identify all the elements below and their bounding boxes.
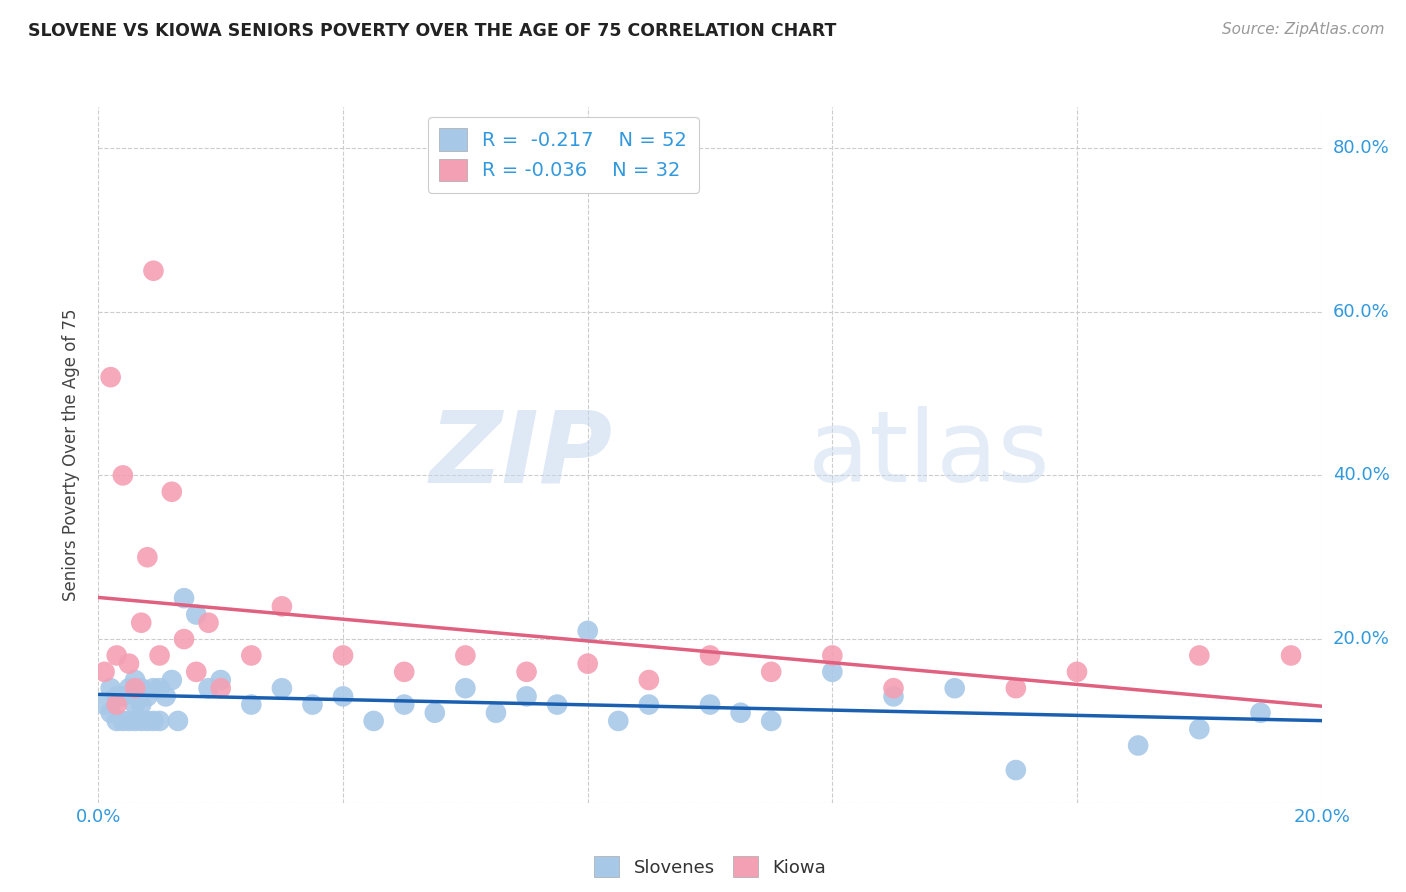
Point bbox=[1128, 739, 1150, 753]
Point bbox=[423, 706, 446, 720]
Point bbox=[105, 690, 128, 704]
Point bbox=[129, 681, 152, 696]
Legend: Slovenes, Kiowa: Slovenes, Kiowa bbox=[586, 849, 834, 884]
Text: 80.0%: 80.0% bbox=[1333, 139, 1389, 157]
Point bbox=[454, 648, 477, 663]
Point bbox=[546, 698, 568, 712]
Point bbox=[105, 714, 128, 728]
Point bbox=[759, 714, 782, 728]
Point bbox=[105, 698, 128, 712]
Point bbox=[1279, 648, 1302, 663]
Point bbox=[454, 681, 477, 696]
Point bbox=[142, 264, 165, 278]
Point bbox=[93, 665, 115, 679]
Text: 60.0%: 60.0% bbox=[1333, 302, 1389, 321]
Point bbox=[100, 370, 122, 384]
Point bbox=[821, 665, 844, 679]
Point bbox=[1066, 665, 1088, 679]
Point bbox=[142, 714, 165, 728]
Point bbox=[209, 681, 232, 696]
Point bbox=[392, 665, 416, 679]
Point bbox=[100, 681, 122, 696]
Point bbox=[516, 665, 538, 679]
Point bbox=[209, 673, 232, 687]
Point bbox=[637, 673, 661, 687]
Point bbox=[363, 714, 385, 728]
Point bbox=[124, 673, 146, 687]
Point bbox=[699, 698, 721, 712]
Point bbox=[124, 698, 146, 712]
Text: atlas: atlas bbox=[808, 407, 1049, 503]
Point bbox=[1004, 681, 1026, 696]
Point bbox=[129, 714, 152, 728]
Point bbox=[270, 599, 292, 614]
Point bbox=[332, 648, 354, 663]
Point bbox=[111, 714, 134, 728]
Point bbox=[301, 698, 323, 712]
Point bbox=[485, 706, 508, 720]
Point bbox=[136, 714, 159, 728]
Point bbox=[160, 484, 183, 499]
Point bbox=[821, 648, 844, 663]
Point bbox=[270, 681, 292, 696]
Point bbox=[1004, 763, 1026, 777]
Point bbox=[1249, 706, 1271, 720]
Point bbox=[699, 648, 721, 663]
Point bbox=[240, 698, 263, 712]
Point bbox=[111, 468, 134, 483]
Point bbox=[197, 681, 219, 696]
Point bbox=[160, 673, 183, 687]
Point bbox=[883, 681, 905, 696]
Point bbox=[93, 698, 115, 712]
Point bbox=[129, 698, 152, 712]
Point bbox=[155, 690, 177, 704]
Point bbox=[142, 681, 165, 696]
Point bbox=[149, 681, 172, 696]
Text: SLOVENE VS KIOWA SENIORS POVERTY OVER THE AGE OF 75 CORRELATION CHART: SLOVENE VS KIOWA SENIORS POVERTY OVER TH… bbox=[28, 22, 837, 40]
Point bbox=[186, 607, 208, 622]
Point bbox=[186, 665, 208, 679]
Point bbox=[516, 690, 538, 704]
Text: Source: ZipAtlas.com: Source: ZipAtlas.com bbox=[1222, 22, 1385, 37]
Point bbox=[100, 706, 122, 720]
Point bbox=[136, 690, 159, 704]
Y-axis label: Seniors Poverty Over the Age of 75: Seniors Poverty Over the Age of 75 bbox=[62, 309, 80, 601]
Point bbox=[105, 648, 128, 663]
Point bbox=[173, 591, 195, 606]
Point bbox=[173, 632, 195, 646]
Point bbox=[149, 648, 172, 663]
Point bbox=[118, 681, 141, 696]
Text: 40.0%: 40.0% bbox=[1333, 467, 1389, 484]
Point bbox=[136, 550, 159, 565]
Point bbox=[240, 648, 263, 663]
Text: ZIP: ZIP bbox=[429, 407, 612, 503]
Point bbox=[129, 615, 152, 630]
Point bbox=[118, 714, 141, 728]
Point bbox=[759, 665, 782, 679]
Point bbox=[124, 714, 146, 728]
Point bbox=[637, 698, 661, 712]
Point bbox=[943, 681, 966, 696]
Point bbox=[1188, 722, 1211, 736]
Point bbox=[111, 690, 134, 704]
Point bbox=[167, 714, 190, 728]
Point bbox=[576, 624, 599, 638]
Point bbox=[730, 706, 752, 720]
Point bbox=[332, 690, 354, 704]
Point bbox=[118, 657, 141, 671]
Point bbox=[883, 690, 905, 704]
Point bbox=[149, 714, 172, 728]
Text: 20.0%: 20.0% bbox=[1333, 630, 1389, 648]
Point bbox=[576, 657, 599, 671]
Point bbox=[392, 698, 416, 712]
Point bbox=[607, 714, 630, 728]
Point bbox=[1188, 648, 1211, 663]
Point bbox=[124, 681, 146, 696]
Point bbox=[197, 615, 219, 630]
